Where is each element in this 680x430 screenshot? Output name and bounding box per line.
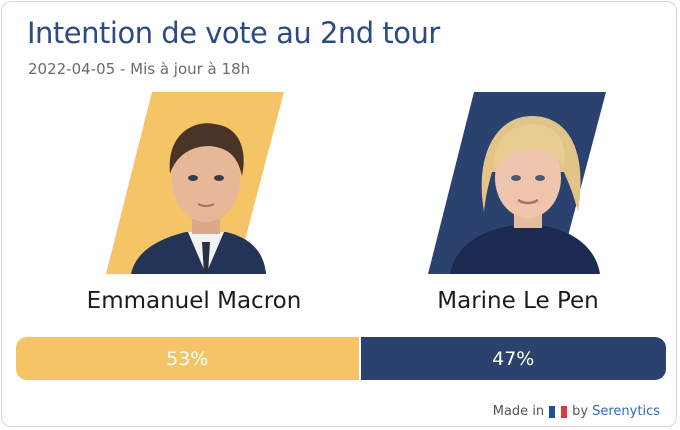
macron-portrait — [106, 92, 306, 274]
percent-label-macron: 53% — [166, 347, 209, 370]
footer-credit: Made in by Serenytics — [493, 404, 660, 419]
page-title: Intention de vote au 2nd tour — [27, 16, 440, 50]
french-flag-icon — [549, 405, 568, 418]
vote-share-segment-le-pen: 47% — [360, 337, 666, 380]
candidate-name-le-pen: Marine Le Pen — [437, 288, 599, 314]
candidate-name-macron: Emmanuel Macron — [86, 288, 302, 314]
vote-share-segment-macron: 53% — [16, 337, 361, 380]
percent-label-le-pen: 47% — [492, 347, 535, 370]
vote-share-bar: 53% 47% — [16, 337, 666, 380]
made-in-text: Made in — [492, 404, 545, 419]
update-timestamp: 2022-04-05 - Mis à jour à 18h — [28, 60, 251, 78]
serenytics-link[interactable]: Serenytics — [592, 404, 660, 419]
by-text: by — [572, 404, 589, 419]
le-pen-portrait — [428, 92, 628, 274]
